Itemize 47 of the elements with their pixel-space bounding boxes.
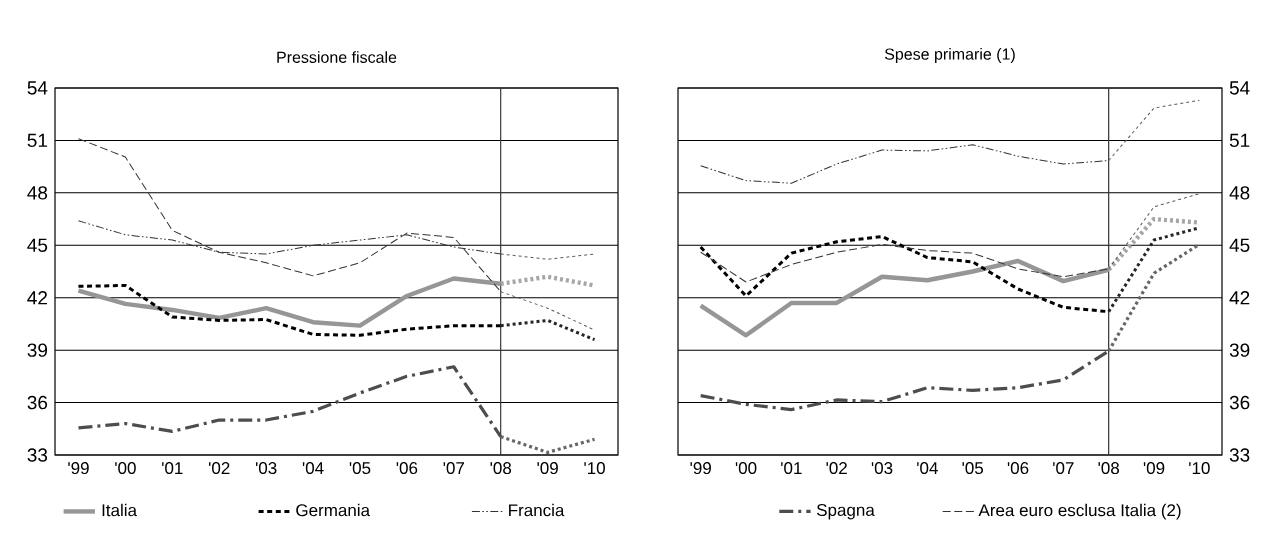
chart-title: Spese primarie (1) [884, 48, 1015, 63]
y-tick-label: 54 [1229, 81, 1250, 95]
x-tick-label: '99 [68, 462, 89, 475]
x-tick-label: '07 [1053, 462, 1074, 475]
x-tick-label: '07 [443, 462, 465, 475]
y-tick-label: 33 [27, 448, 48, 462]
chart-title: Pressione fiscale [277, 51, 397, 63]
x-tick-label: '04 [917, 462, 938, 475]
y-tick-label: 42 [1229, 291, 1250, 305]
x-tick-label: '03 [871, 462, 893, 475]
x-tick-label: '02 [826, 462, 847, 475]
y-tick-label: 45 [27, 238, 48, 252]
y-tick-label: 39 [27, 343, 48, 357]
y-tick-label: 36 [27, 395, 48, 410]
legend-label: Francia [509, 503, 565, 517]
y-tick-label: 51 [1229, 133, 1250, 148]
x-tick-label: '01 [781, 462, 802, 475]
x-tick-label: '02 [209, 462, 230, 475]
x-tick-label: '05 [962, 462, 984, 475]
legend-label: Italia [102, 503, 137, 517]
y-tick-label: 45 [1229, 238, 1250, 252]
y-tick-label: 48 [1229, 186, 1250, 200]
x-tick-label: '03 [255, 462, 277, 475]
x-tick-label: '08 [490, 462, 512, 475]
x-tick-label: '00 [115, 462, 136, 475]
x-tick-label: '05 [349, 462, 371, 475]
x-tick-label: '99 [690, 462, 711, 475]
y-tick-label: 39 [1229, 343, 1250, 357]
x-tick-label: '09 [1143, 462, 1165, 475]
y-tick-label: 36 [1229, 395, 1250, 410]
x-tick-label: '06 [396, 462, 418, 475]
x-tick-label: '04 [302, 462, 324, 475]
legend-label: Germania [296, 503, 371, 517]
x-tick-label: '08 [1098, 462, 1120, 475]
x-tick-label: '10 [1189, 462, 1210, 475]
y-tick-label: 33 [1229, 448, 1250, 462]
x-tick-label: '00 [735, 462, 757, 475]
legend-label: Spagna [816, 504, 875, 520]
legend-label: Area euro esclusa Italia (2) [978, 503, 1181, 520]
y-tick-label: 42 [27, 291, 47, 305]
y-tick-label: 54 [27, 81, 48, 95]
x-tick-label: '06 [1007, 462, 1029, 475]
y-tick-label: 48 [27, 186, 48, 200]
x-tick-label: '10 [584, 462, 605, 475]
y-tick-label: 51 [27, 133, 47, 148]
x-tick-label: '01 [162, 462, 183, 475]
x-tick-label: '09 [537, 462, 558, 475]
